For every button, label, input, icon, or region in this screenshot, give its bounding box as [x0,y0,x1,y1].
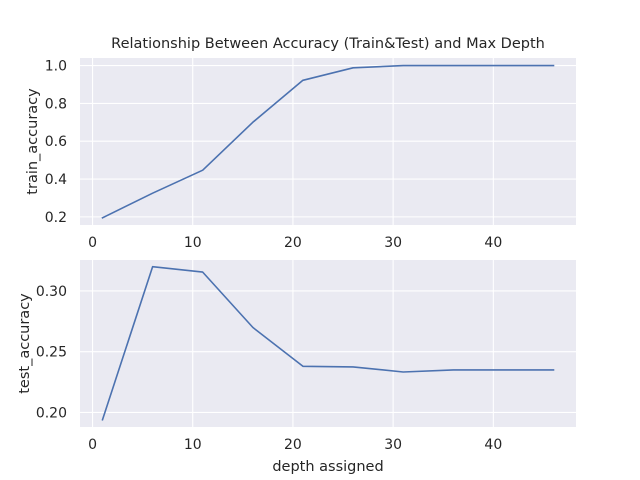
y-tick-label: 1.0 [45,59,67,75]
plot-area [80,260,576,427]
chart-title: Relationship Between Accuracy (Train&Tes… [111,36,545,52]
series-line [101,64,555,219]
train-accuracy-panel: 0 10 20 30 40 0.2 0.4 0.6 0.8 1.0 Relationship Bet… [25,36,576,251]
x-tick-label: 0 [88,437,97,453]
y-axis-label: train_accuracy [25,88,41,195]
y-tick-label: 0.30 [36,284,67,300]
y-tick-label: 0.6 [45,134,67,150]
y-axis-label: test_accuracy [17,293,33,394]
x-tick-label: 0 [88,235,97,251]
y-tick-label: 0.4 [45,172,67,188]
x-axis-label: depth assigned [272,459,383,475]
y-tick-label: 0.8 [45,96,67,112]
x-tick-label: 20 [284,437,302,453]
x-tick-label: 40 [484,437,502,453]
x-tick-label: 30 [384,235,402,251]
x-tick-label: 20 [284,235,302,251]
series-line [101,265,555,421]
x-tick-label: 40 [484,235,502,251]
x-tick-label: 10 [184,235,202,251]
x-tick-label: 30 [384,437,402,453]
test-accuracy-panel: 0 10 20 30 40 0.20 0.25 0.30test_accuracydepth … [17,260,576,475]
y-tick-label: 0.25 [36,345,67,361]
x-tick-label: 10 [184,437,202,453]
y-tick-label: 0.2 [45,210,67,226]
y-tick-label: 0.20 [36,405,67,421]
